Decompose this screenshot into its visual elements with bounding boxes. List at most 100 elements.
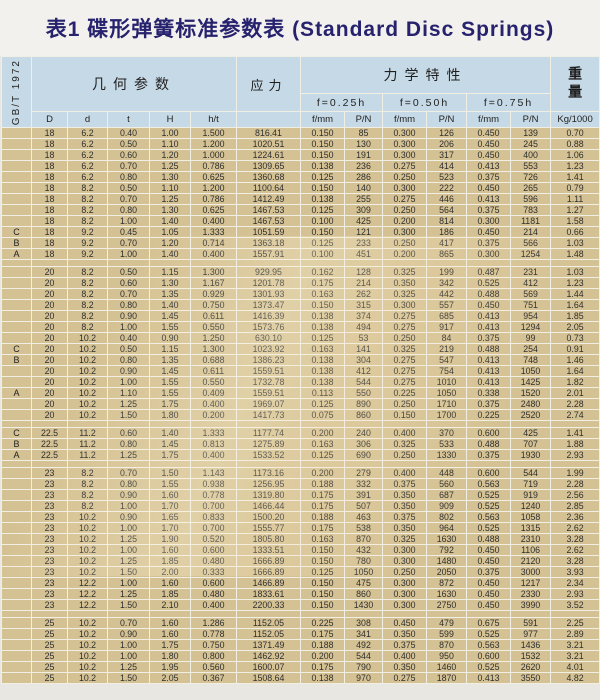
table-cell: 22.5 [31, 438, 68, 450]
table-cell: 1500.20 [236, 511, 301, 523]
table-row: B 22.5 11.2 0.80 1.45 0.813 1275.89 0.163 306 0.3… [1, 438, 600, 450]
table-cell: 99 [509, 332, 552, 344]
table-cell: 0.150 [300, 149, 345, 161]
table-cell: 85 [344, 127, 383, 139]
separator-cell [550, 259, 600, 267]
table-cell: 12.2 [67, 588, 108, 600]
table-cell: 0.563 [466, 639, 511, 651]
table-cell: 0.550 [190, 376, 237, 388]
row-group-label [1, 193, 32, 205]
table-cell: 1630 [426, 588, 467, 600]
table-cell: 0.450 [466, 599, 511, 611]
table-cell: 0.778 [190, 489, 237, 501]
table-cell: 0.625 [190, 171, 237, 183]
table-cell: 141 [344, 343, 383, 355]
table-cell: 6.2 [67, 171, 108, 183]
table-cell: 1.55 [149, 387, 191, 399]
table-cell: 544 [344, 376, 383, 388]
table-cell: 1.250 [190, 332, 237, 344]
table-cell: 20 [31, 354, 68, 366]
table-cell: 564 [426, 204, 467, 216]
separator-cell [190, 610, 237, 618]
table-cell: 0.163 [300, 288, 345, 300]
table-cell: 2.62 [550, 522, 600, 534]
table-cell: 0.300 [382, 138, 427, 150]
table-cell: 199 [426, 266, 467, 278]
table-cell: 0.188 [300, 639, 345, 651]
table-cell: 23 [31, 544, 68, 556]
row-group-label [1, 127, 32, 139]
table-cell: 10.2 [67, 628, 108, 640]
separator-cell [300, 460, 345, 468]
table-cell: 1363.18 [236, 237, 301, 249]
table-cell: 1467.53 [236, 204, 301, 216]
row-group-label [1, 489, 32, 501]
table-cell: 0.50 [107, 266, 150, 278]
separator-cell [550, 610, 600, 618]
table-cell: 0.80 [107, 438, 150, 450]
table-cell: 1425 [509, 376, 552, 388]
table-cell: 492 [344, 639, 383, 651]
table-row: 18 8.2 1.00 1.40 0.400 1467.53 0.100 425 0.200 81… [1, 215, 600, 227]
table-row: 25 10.2 1.00 1.80 0.800 1462.92 0.200 544 0.400 9… [1, 650, 600, 662]
separator-cell [344, 460, 383, 468]
table-cell: 0.375 [466, 171, 511, 183]
separator-cell [1, 460, 32, 468]
table-cell: 0.350 [382, 489, 427, 501]
separator-cell [382, 420, 427, 428]
table-cell: 0.813 [190, 438, 237, 450]
table-cell: 1460 [426, 661, 467, 673]
table-cell: 1.00 [107, 321, 150, 333]
table-cell: 802 [426, 511, 467, 523]
table-cell: 0.400 [190, 398, 237, 410]
table-cell: 317 [426, 149, 467, 161]
table-cell: 0.275 [382, 376, 427, 388]
table-cell: 0.250 [382, 449, 427, 461]
table-cell: 1.23 [550, 160, 600, 172]
table-cell: 0.700 [190, 522, 237, 534]
table-cell: 0.600 [466, 467, 511, 479]
table-cell: 23 [31, 533, 68, 545]
row-group-label [1, 182, 32, 194]
table-cell: 309 [344, 204, 383, 216]
table-row: 18 8.2 0.70 1.25 0.786 1412.49 0.138 255 0.275 44… [1, 193, 600, 205]
table-cell: 25 [31, 617, 68, 629]
table-cell: 1294 [509, 321, 552, 333]
table-cell: 870 [344, 533, 383, 545]
table-cell: 425 [344, 215, 383, 227]
separator-cell [344, 259, 383, 267]
table-cell: 0.450 [466, 149, 511, 161]
table-cell: 1.95 [149, 661, 191, 673]
table-cell: 1256.95 [236, 478, 301, 490]
table-cell: 0.520 [190, 533, 237, 545]
table-cell: 341 [344, 628, 383, 640]
table-cell: 10.2 [67, 387, 108, 399]
table-cell: 1.20 [149, 149, 191, 161]
col-p1: P/N [344, 111, 383, 128]
table-cell: 10.2 [67, 409, 108, 421]
separator-cell [67, 259, 108, 267]
separator-cell [300, 259, 345, 267]
table-cell: 2.89 [550, 628, 600, 640]
table-cell: 10.2 [67, 555, 108, 567]
table-cell: 231 [509, 266, 552, 278]
table-cell: 0.150 [300, 226, 345, 238]
table-cell: 2310 [509, 533, 552, 545]
table-cell: 1.70 [149, 500, 191, 512]
separator-cell [466, 610, 511, 618]
table-cell: 1557.91 [236, 248, 301, 260]
table-row: 23 8.2 0.80 1.55 0.938 1256.95 0.188 332 0.375 56… [1, 478, 600, 490]
table-row: 20 10.2 1.00 1.55 0.550 1732.78 0.138 544 0.275 1… [1, 376, 600, 388]
table-cell: 1417.73 [236, 409, 301, 421]
table-cell: 0.413 [466, 310, 511, 322]
disc-spring-table: GB/T 1972 几何参数 应力 力学特性 重量 f=0.25h f=0.50… [1, 56, 600, 684]
table-row: 18 6.2 0.80 1.30 0.625 1360.68 0.125 286 0.250 52… [1, 171, 600, 183]
table-cell: 191 [344, 149, 383, 161]
table-cell: 0.90 [107, 310, 150, 322]
separator-cell [236, 460, 301, 468]
separator-cell [67, 460, 108, 468]
table-cell: 0.175 [300, 277, 345, 289]
row-group-label [1, 138, 32, 150]
row-group-label: A [1, 449, 32, 461]
table-cell: 10.2 [67, 511, 108, 523]
